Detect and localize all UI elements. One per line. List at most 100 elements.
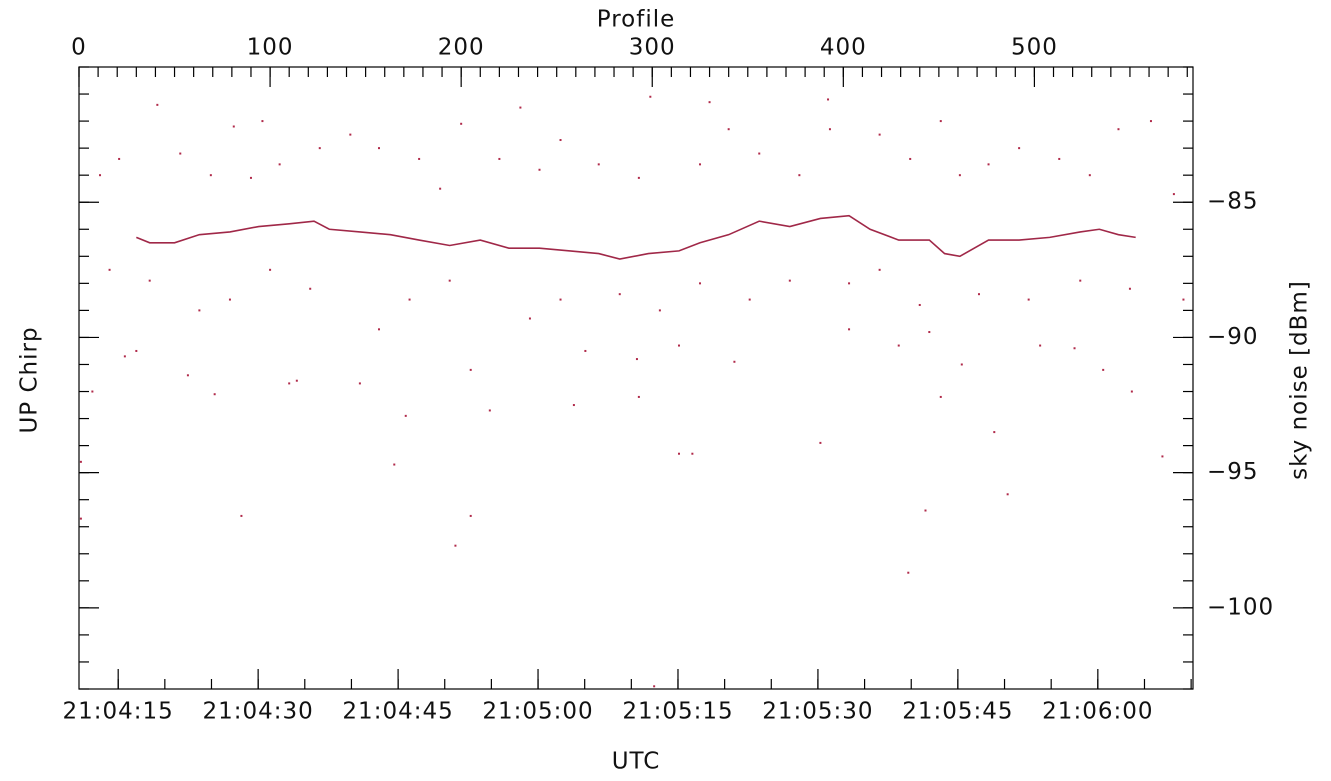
point xyxy=(538,168,541,171)
point xyxy=(408,298,411,301)
point xyxy=(1117,128,1120,131)
point xyxy=(1018,147,1021,150)
point xyxy=(249,176,252,179)
top-tick-label: 500 xyxy=(1011,35,1058,61)
point xyxy=(213,393,216,396)
point xyxy=(572,404,575,407)
point xyxy=(788,279,791,282)
point xyxy=(439,187,442,190)
point xyxy=(1172,193,1175,196)
point xyxy=(528,317,531,320)
point xyxy=(928,331,931,334)
bottom-tick-label: 21:05:30 xyxy=(762,699,873,725)
point xyxy=(261,120,264,123)
bottom-tick-label: 21:04:45 xyxy=(342,699,453,725)
bottom-tick-label: 21:04:15 xyxy=(63,699,174,725)
point xyxy=(993,431,996,434)
point xyxy=(699,163,702,166)
point xyxy=(318,147,321,150)
point xyxy=(559,298,562,301)
bottom-axis-label: UTC xyxy=(612,749,661,775)
point xyxy=(79,517,82,520)
point xyxy=(691,452,694,455)
right-tick-label: −95 xyxy=(1207,459,1259,485)
bottom-tick-label: 21:05:00 xyxy=(482,699,593,725)
point xyxy=(148,279,151,282)
point xyxy=(828,128,831,131)
point xyxy=(186,374,189,377)
point xyxy=(637,176,640,179)
point xyxy=(727,128,730,131)
point xyxy=(618,293,621,296)
point xyxy=(1006,493,1009,496)
point xyxy=(939,120,942,123)
point xyxy=(635,358,638,361)
point xyxy=(123,355,126,358)
point xyxy=(559,139,562,142)
point xyxy=(156,103,159,106)
point xyxy=(848,328,851,331)
point xyxy=(1161,455,1164,458)
point xyxy=(677,344,680,347)
top-tick-label: 100 xyxy=(247,35,294,61)
point xyxy=(309,287,312,290)
point xyxy=(819,441,822,444)
point xyxy=(907,571,910,574)
point xyxy=(649,95,652,98)
top-axis-label: Profile xyxy=(597,7,676,33)
running-mean-line xyxy=(136,214,1136,260)
point xyxy=(1128,287,1131,290)
point xyxy=(897,344,900,347)
point xyxy=(228,298,231,301)
point xyxy=(469,368,472,371)
point xyxy=(878,268,881,271)
point xyxy=(460,122,463,125)
point xyxy=(377,147,380,150)
point xyxy=(288,382,291,385)
point xyxy=(878,133,881,136)
point xyxy=(179,152,182,155)
point xyxy=(1182,298,1185,301)
point xyxy=(924,509,927,512)
point xyxy=(269,268,272,271)
point xyxy=(198,309,201,312)
point xyxy=(209,174,212,177)
point xyxy=(909,157,912,160)
point xyxy=(658,309,661,312)
point xyxy=(758,152,761,155)
point xyxy=(1130,390,1133,393)
point xyxy=(987,163,990,166)
point xyxy=(1058,157,1061,160)
top-tick-label: 200 xyxy=(438,35,485,61)
bottom-tick-label: 21:05:45 xyxy=(902,699,1013,725)
plot-frame xyxy=(78,66,1194,690)
point xyxy=(358,382,361,385)
point xyxy=(498,157,501,160)
point xyxy=(1149,120,1152,123)
point xyxy=(519,106,522,109)
point xyxy=(108,268,111,271)
point xyxy=(827,98,830,101)
point xyxy=(960,363,963,366)
point xyxy=(99,174,102,177)
point xyxy=(637,395,640,398)
point xyxy=(584,349,587,352)
right-axis-label: sky noise [dBm] xyxy=(1287,280,1313,480)
top-tick-label: 0 xyxy=(71,35,87,61)
point xyxy=(1079,279,1082,282)
point xyxy=(349,133,352,136)
point xyxy=(488,409,491,412)
point xyxy=(677,452,680,455)
bottom-tick-label: 21:05:15 xyxy=(622,699,733,725)
point xyxy=(597,163,600,166)
right-tick-label: −85 xyxy=(1207,189,1259,215)
point xyxy=(918,303,921,306)
point xyxy=(1102,368,1105,371)
point xyxy=(404,414,407,417)
point xyxy=(118,157,121,160)
point xyxy=(1039,344,1042,347)
point xyxy=(939,395,942,398)
top-tick-label: 400 xyxy=(820,35,867,61)
point xyxy=(848,282,851,285)
